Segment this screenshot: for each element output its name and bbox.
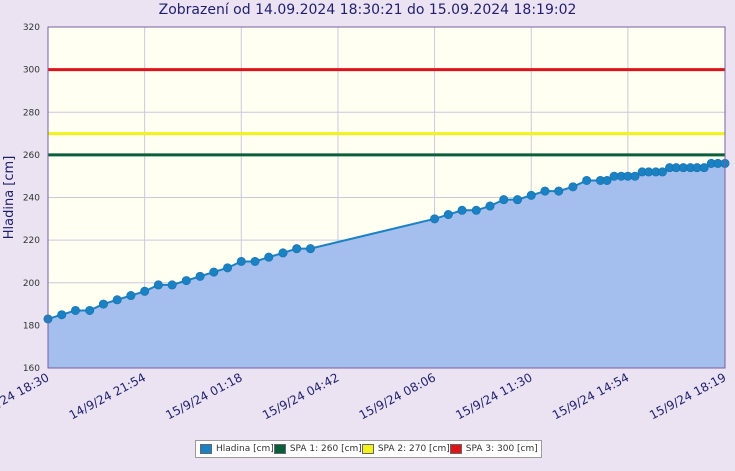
water-level-point (112, 295, 122, 305)
y-tick-label: 220 (23, 236, 40, 246)
y-tick-label: 320 (23, 23, 40, 33)
water-level-point (181, 276, 191, 286)
water-level-point (540, 186, 550, 196)
water-level-point (602, 175, 612, 185)
plot-border (47, 26, 726, 369)
water-level-point (85, 305, 95, 315)
water-level-point (630, 171, 640, 181)
water-level-point (430, 214, 440, 224)
x-tick-label: 15/9/24 11:30 (453, 370, 534, 422)
legend-swatch (273, 444, 286, 454)
y-tick-label: 200 (23, 279, 40, 289)
water-level-point (471, 205, 481, 215)
water-level-point (699, 163, 709, 173)
water-level-point (512, 195, 522, 205)
water-level-point (443, 210, 453, 220)
y-tick-label: 280 (23, 108, 40, 118)
legend-item: Hladina [cm] (200, 444, 274, 454)
chart-title: Zobrazení od 14.09.2024 18:30:21 do 15.0… (158, 2, 577, 18)
water-level-point (568, 182, 578, 192)
water-level-area (48, 163, 725, 368)
water-level-point (195, 271, 205, 281)
y-tick-label: 300 (23, 66, 40, 76)
water-level-point (70, 305, 80, 315)
water-level-point (305, 244, 315, 254)
water-level-point (98, 299, 108, 309)
x-tick-label: 15/9/24 04:42 (260, 370, 341, 422)
water-level-point (278, 248, 288, 258)
legend-label: SPA 1: 260 [cm] (289, 444, 362, 454)
x-tick-label: 15/9/24 18:19 (647, 370, 728, 422)
water-level-point (457, 205, 467, 215)
water-level-point (250, 256, 260, 266)
x-tick-label: 15/9/24 01:18 (163, 370, 244, 422)
water-level-point (140, 286, 150, 296)
legend-label: SPA 3: 300 [cm] (465, 444, 538, 454)
water-level-point (485, 201, 495, 211)
y-axis-label: Hladina [cm] (2, 156, 17, 240)
water-level-point (657, 167, 667, 177)
y-tick-label: 260 (23, 151, 40, 161)
legend-swatch (361, 444, 374, 454)
x-tick-label: 15/9/24 14:54 (550, 370, 631, 422)
legend-swatch (449, 444, 462, 454)
y-tick-label: 240 (23, 194, 40, 204)
legend-item: SPA 2: 270 [cm] (361, 444, 450, 454)
y-tick-label: 180 (23, 321, 40, 331)
water-level-point (126, 291, 136, 301)
x-tick-label: 14/9/24 21:54 (67, 370, 148, 422)
legend-label: Hladina [cm] (216, 444, 274, 454)
water-level-point (57, 310, 67, 320)
water-level-point (499, 195, 509, 205)
water-level-point (153, 280, 163, 290)
legend-item: SPA 3: 300 [cm] (449, 444, 538, 454)
legend-swatch (200, 444, 212, 454)
water-level-point (223, 263, 233, 273)
x-tick-label: 15/9/24 08:06 (357, 370, 438, 422)
water-level-point (167, 280, 177, 290)
legend-label: SPA 2: 270 [cm] (377, 444, 450, 454)
water-level-point (554, 186, 564, 196)
water-level-point (264, 252, 274, 262)
water-level-point (582, 175, 592, 185)
legend: Hladina [cm] SPA 1: 260 [cm] SPA 2: 270 [c… (195, 440, 542, 458)
water-level-point (209, 267, 219, 277)
y-tick-label: 160 (23, 364, 40, 374)
water-level-point (236, 256, 246, 266)
legend-item: SPA 1: 260 [cm] (273, 444, 362, 454)
water-level-point (526, 190, 536, 200)
water-level-point (292, 244, 302, 254)
x-tick-label: 14/9/24 18:30 (0, 370, 51, 422)
